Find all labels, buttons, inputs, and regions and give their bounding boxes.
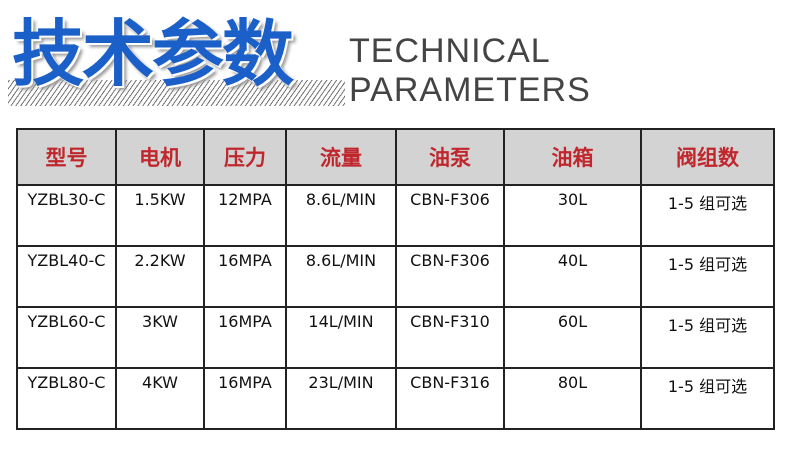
table-header-row: 型号 电机 压力 流量 油泵 油箱 阀组数 [16,128,775,186]
page-subtitle: TECHNICAL PARAMETERS [345,32,790,110]
cell-valves: 1-5 组可选 [640,367,775,430]
page-title: 技术参数 [12,12,294,96]
cell-tank: 40L [503,245,642,308]
table-row: YZBL80-C 4KW 16MPA 23L/MIN CBN-F316 80L 1-5 组可… [16,367,775,430]
cell-pressure: 12MPA [203,184,287,247]
cell-flow: 23L/MIN [285,367,397,430]
cell-motor: 4KW [115,367,205,430]
cell-flow: 14L/MIN [285,306,397,369]
cell-flow: 8.6L/MIN [285,245,397,308]
table-row: YZBL30-C 1.5KW 12MPA 8.6L/MIN CBN-F306 30L 1-5… [16,184,775,247]
header-valves: 阀组数 [640,128,775,186]
cell-pressure: 16MPA [203,245,287,308]
cell-motor: 1.5KW [115,184,205,247]
cell-valves: 1-5 组可选 [640,245,775,308]
cell-tank: 80L [503,367,642,430]
cell-pump: CBN-F316 [395,367,505,430]
cell-model: YZBL60-C [16,306,117,369]
cell-motor: 2.2KW [115,245,205,308]
cell-valves: 1-5 组可选 [640,184,775,247]
header-pressure: 压力 [203,128,287,186]
header-flow: 流量 [285,128,397,186]
parameters-table: 型号 电机 压力 流量 油泵 油箱 阀组数 YZBL30-C 1.5KW 12MPA… [16,128,775,430]
table-row: YZBL40-C 2.2KW 16MPA 8.6L/MIN CBN-F306 40L 1-5… [16,245,775,308]
cell-model: YZBL40-C [16,245,117,308]
header-model: 型号 [16,128,117,186]
header-tank: 油箱 [503,128,642,186]
cell-pump: CBN-F306 [395,184,505,247]
cell-tank: 30L [503,184,642,247]
cell-pump: CBN-F310 [395,306,505,369]
cell-pressure: 16MPA [203,306,287,369]
cell-motor: 3KW [115,306,205,369]
cell-pump: CBN-F306 [395,245,505,308]
table-row: YZBL60-C 3KW 16MPA 14L/MIN CBN-F310 60L 1-5 组可… [16,306,775,369]
header-pump: 油泵 [395,128,505,186]
cell-pressure: 16MPA [203,367,287,430]
header-motor: 电机 [115,128,205,186]
cell-valves: 1-5 组可选 [640,306,775,369]
cell-flow: 8.6L/MIN [285,184,397,247]
cell-model: YZBL30-C [16,184,117,247]
cell-tank: 60L [503,306,642,369]
cell-model: YZBL80-C [16,367,117,430]
